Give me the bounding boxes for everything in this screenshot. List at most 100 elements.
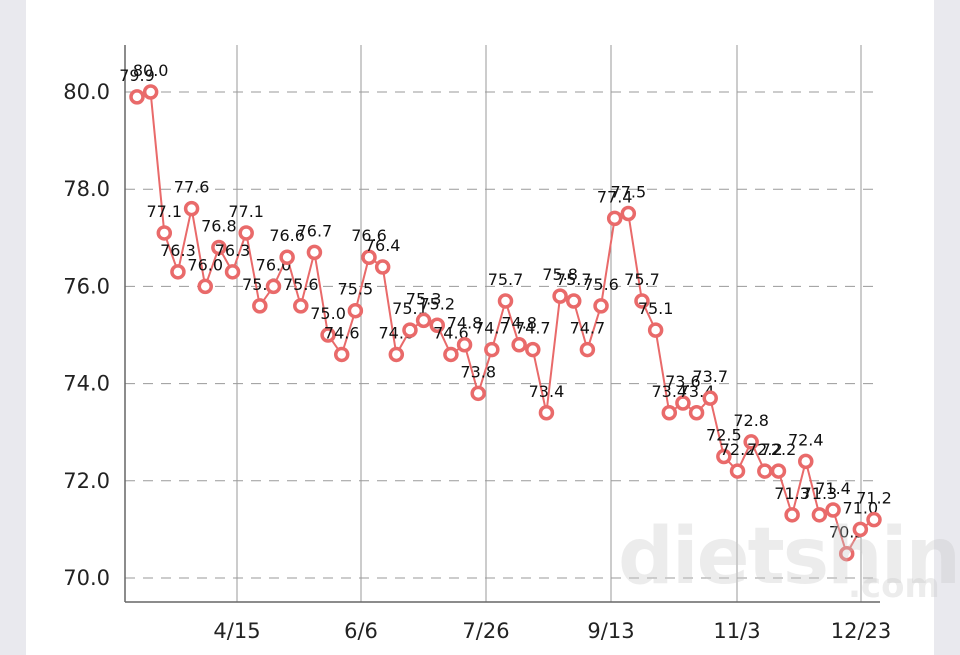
data-point xyxy=(320,327,336,343)
data-point xyxy=(279,249,295,265)
data-label: 72.4 xyxy=(788,430,824,449)
data-point xyxy=(538,405,555,421)
data-point xyxy=(620,205,637,222)
data-point xyxy=(647,322,664,338)
data-label: 76.6 xyxy=(269,226,305,245)
data-point xyxy=(156,225,173,241)
data-label: 75.6 xyxy=(283,275,319,294)
data-point xyxy=(511,336,527,353)
x-tick-label: 6/6 xyxy=(344,619,378,643)
data-label: 74.7 xyxy=(474,319,510,338)
data-point xyxy=(770,463,787,479)
data-point xyxy=(634,293,650,309)
data-point xyxy=(852,521,869,538)
chart-card xyxy=(26,0,934,655)
x-tick-label: 4/15 xyxy=(213,619,260,643)
data-point xyxy=(415,312,432,329)
data-point xyxy=(456,336,473,353)
y-tick-label: 74.0 xyxy=(63,372,110,396)
watermark-logo-tld: .com xyxy=(848,566,940,606)
data-point xyxy=(265,278,282,295)
data-point xyxy=(429,317,446,334)
data-label: 74.8 xyxy=(447,314,483,333)
data-label: 76.3 xyxy=(215,241,251,260)
data-point xyxy=(565,293,582,309)
data-point xyxy=(579,341,596,358)
data-label: 72.8 xyxy=(733,411,769,430)
data-label: 73.4 xyxy=(529,382,565,401)
data-point xyxy=(443,346,459,363)
data-point xyxy=(197,278,213,295)
y-tick-label: 76.0 xyxy=(63,274,110,298)
data-point xyxy=(306,244,323,261)
data-point xyxy=(661,405,678,421)
data-label: 73.6 xyxy=(665,372,701,391)
data-point xyxy=(525,341,541,358)
data-point xyxy=(252,298,268,314)
data-label: 74.7 xyxy=(570,319,606,338)
data-label: 74.8 xyxy=(501,314,537,333)
data-label: 75.1 xyxy=(638,299,674,318)
data-point xyxy=(552,288,568,304)
watermark-logo: dietshin xyxy=(618,512,960,602)
data-label: 73.8 xyxy=(460,362,496,381)
data-label: 76.8 xyxy=(201,217,237,236)
data-point xyxy=(470,385,486,402)
data-label: 80.0 xyxy=(133,61,169,80)
y-tick-label: 80.0 xyxy=(63,80,110,104)
data-point xyxy=(361,249,377,265)
data-label: 77.1 xyxy=(228,202,264,221)
data-label: 76.4 xyxy=(365,236,401,255)
data-label: 75.3 xyxy=(406,289,442,308)
data-label: 75.7 xyxy=(488,270,524,289)
data-label: 76.7 xyxy=(297,221,333,240)
data-label: 76.0 xyxy=(187,255,223,274)
x-tick-label: 9/13 xyxy=(587,619,634,643)
data-point xyxy=(484,341,500,358)
data-point xyxy=(798,453,814,470)
data-label: 77.6 xyxy=(174,178,210,197)
data-point xyxy=(743,434,759,450)
data-label: 73.4 xyxy=(651,382,687,401)
data-point xyxy=(811,507,828,523)
data-point xyxy=(142,84,159,100)
data-label: 74.7 xyxy=(515,319,551,338)
data-label: 77.1 xyxy=(146,202,182,221)
data-point xyxy=(183,200,200,217)
data-label: 71.0 xyxy=(843,498,879,517)
data-label: 71.4 xyxy=(815,479,851,498)
data-label: 74.6 xyxy=(433,323,469,342)
y-tick-label: 72.0 xyxy=(63,469,110,493)
data-point xyxy=(688,405,705,421)
data-label: 75.0 xyxy=(310,304,346,323)
data-point xyxy=(129,89,145,105)
data-point xyxy=(374,259,391,275)
data-point xyxy=(838,545,855,562)
data-label: 75.7 xyxy=(624,270,660,289)
data-point xyxy=(224,264,241,280)
data-point xyxy=(293,298,309,314)
data-label: 71.3 xyxy=(774,484,810,503)
data-label: 71.2 xyxy=(856,489,892,508)
data-point xyxy=(675,395,691,411)
data-label: 77.5 xyxy=(611,183,647,202)
data-point xyxy=(606,210,623,227)
data-point xyxy=(402,322,418,338)
data-point xyxy=(716,448,732,465)
data-point xyxy=(333,346,350,363)
data-label: 72.5 xyxy=(706,426,742,445)
data-label: 75.5 xyxy=(338,280,374,299)
data-point xyxy=(825,502,841,518)
data-label: 72.2 xyxy=(761,440,797,459)
data-point xyxy=(170,264,186,280)
data-point xyxy=(866,511,882,528)
data-label: 71.3 xyxy=(802,484,838,503)
data-label: 75.7 xyxy=(556,270,592,289)
data-label: 79.9 xyxy=(119,66,155,85)
data-point xyxy=(211,239,227,256)
data-label: 75.2 xyxy=(419,294,455,313)
data-label: 76.6 xyxy=(351,226,387,245)
data-point xyxy=(238,225,254,241)
data-label: 72.2 xyxy=(747,440,783,459)
